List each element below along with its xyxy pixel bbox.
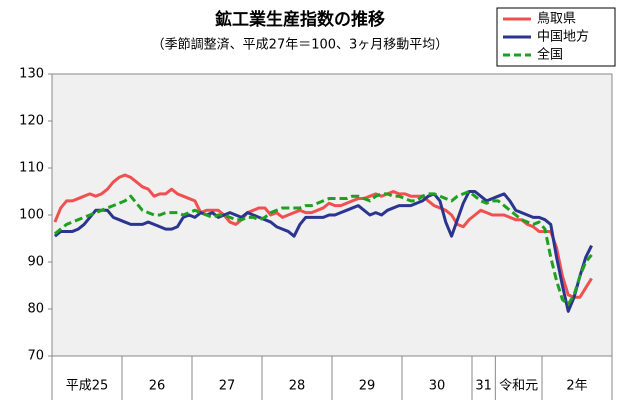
x-group-label: 31: [475, 379, 492, 394]
y-tick-label: 70: [27, 349, 44, 364]
x-group-label: 27: [219, 379, 236, 394]
x-group-label: 29: [359, 379, 376, 394]
x-group-label: 26: [149, 379, 166, 394]
series-line: [53, 190, 593, 306]
x-group-label: 28: [289, 379, 306, 394]
series-line: [53, 173, 593, 299]
x-group-label: 30: [429, 379, 446, 394]
legend-label: 中国地方: [537, 29, 589, 45]
y-tick-label: 90: [27, 255, 44, 270]
y-tick-label: 100: [19, 208, 44, 223]
legend-label: 鳥取県: [537, 12, 576, 27]
x-group-label: 2年: [566, 379, 587, 394]
x-group-label: 令和元: [499, 379, 538, 394]
series-line: [53, 190, 593, 313]
chart-title: 鉱工業生産指数の推移: [215, 9, 385, 30]
legend-label: 全国: [537, 47, 563, 63]
chart-subtitle: （季節調整済、平成27年＝100、3ヶ月移動平均）: [152, 37, 449, 53]
y-tick-label: 80: [27, 302, 44, 317]
y-tick-label: 110: [19, 161, 44, 176]
y-tick-label: 120: [19, 114, 44, 129]
x-group-label: 平成25: [66, 379, 109, 394]
y-tick-label: 130: [19, 67, 44, 82]
